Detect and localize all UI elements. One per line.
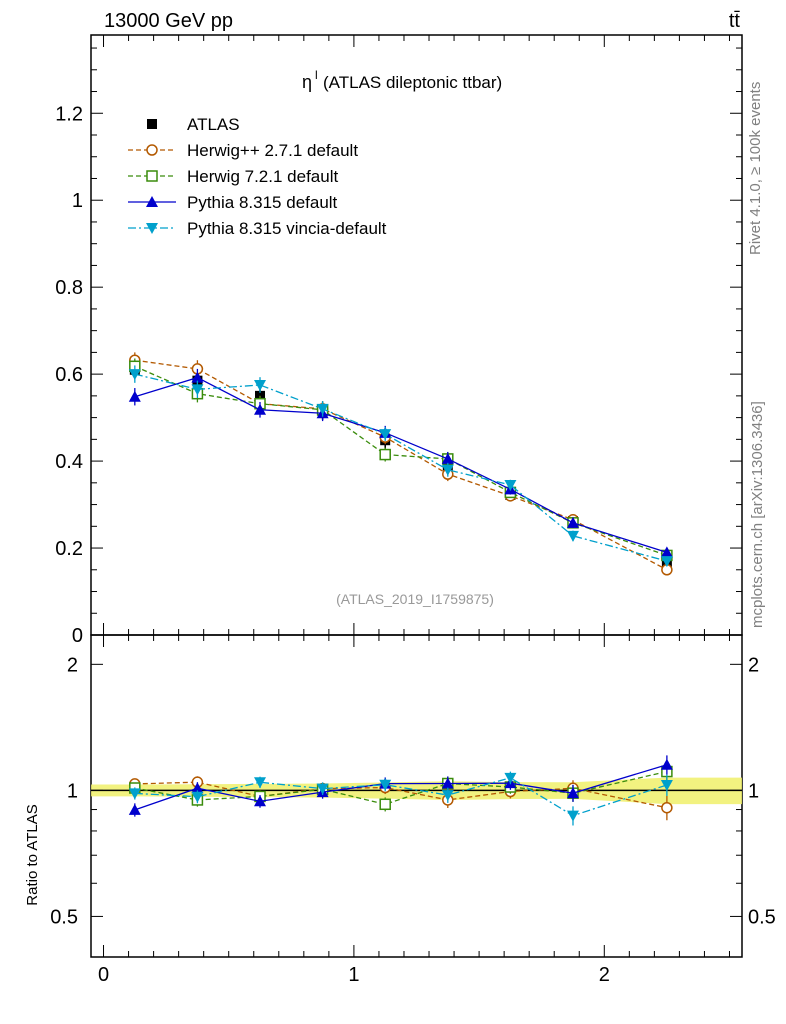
series-point [191, 384, 204, 396]
ratio-tick-label-left: 2 [67, 654, 78, 676]
x-tick-label: 2 [599, 964, 610, 986]
title-sup: l [315, 68, 318, 82]
y-tick-label: 0.4 [55, 451, 83, 473]
analysis-watermark: (ATLAS_2019_I1759875) [336, 591, 494, 607]
mcplots-label: mcplots.cern.ch [arXiv:1306.3436] [749, 401, 766, 628]
series-point [128, 390, 141, 402]
ratio-point [191, 791, 204, 803]
series-line [134, 373, 668, 562]
legend-marker [146, 196, 158, 207]
series-atlas [129, 361, 672, 569]
y-tick-label: 0.2 [55, 538, 83, 560]
legend-label: Herwig 7.2.1 default [187, 167, 338, 186]
ratio-series-3 [128, 771, 673, 826]
ratio-point [441, 790, 454, 802]
rivet-label: Rivet 4.1.0, ≥ 100k events [747, 82, 764, 255]
series-point [379, 429, 392, 441]
header-left: 13000 GeV pp [104, 10, 233, 32]
axes: 0 1 2 0 0.2 0.4 0.6 0.8 1 1.2 0.5 0.5 1 1 2 2 [50, 35, 776, 986]
x-tick-label: 0 [98, 964, 109, 986]
ratio-point [254, 777, 267, 789]
ratio-point [504, 772, 517, 784]
legend-label: Herwig++ 2.7.1 default [187, 141, 358, 160]
ratio-tick-label-left: 1 [67, 780, 78, 802]
series-point [566, 516, 579, 528]
legend-label: Pythia 8.315 vincia-default [187, 219, 387, 238]
series-point [441, 452, 454, 464]
series-3 [128, 365, 673, 568]
y-tick-label: 0 [72, 625, 83, 647]
title-main: η [302, 72, 312, 92]
ratio-point [379, 779, 392, 791]
ratio-point [566, 810, 579, 822]
y-tick-label: 1 [72, 190, 83, 212]
series-line [134, 359, 668, 571]
ratio-ylabel: Ratio to ATLAS [24, 804, 41, 905]
legend-label-atlas: ATLAS [187, 115, 240, 134]
series-2 [128, 368, 673, 558]
legend-marker-atlas [147, 119, 157, 129]
series-point [379, 448, 391, 461]
series-line [134, 365, 668, 557]
legend-marker [146, 170, 158, 182]
legend-marker [146, 223, 158, 234]
series-point [660, 546, 673, 558]
ratio-series-line [134, 770, 668, 805]
series-point [128, 369, 141, 381]
x-tick-label: 1 [348, 964, 359, 986]
ratio-point [316, 783, 329, 795]
series-point [316, 403, 329, 415]
ratio-point [660, 758, 673, 770]
series-0 [129, 352, 673, 576]
series-point [191, 371, 204, 383]
ratio-point [661, 801, 673, 814]
ratio-point [660, 779, 673, 791]
series-point [441, 464, 454, 476]
ratio-point [566, 787, 579, 799]
y-tick-label: 0.8 [55, 277, 83, 299]
series-line [134, 376, 668, 554]
series-1 [129, 358, 673, 562]
ratio-point [191, 782, 204, 794]
ratio-point [254, 795, 267, 807]
ratio-point [379, 798, 391, 811]
ratio-point [128, 803, 141, 815]
title-rest: (ATLAS dileptonic ttbar) [323, 73, 502, 92]
legend-marker [146, 144, 158, 156]
series-point [504, 480, 517, 491]
series-point [254, 380, 267, 391]
series-point [254, 403, 267, 415]
legend: ATLAS Herwig++ 2.7.1 default Herwig 7.2.1 … [128, 115, 387, 238]
y-tick-label: 1.2 [55, 103, 83, 125]
ratio-point [441, 777, 454, 789]
series-layer [128, 352, 673, 826]
ratio-tick-label-left: 0.5 [50, 906, 78, 928]
ratio-tick-label-right: 1 [748, 780, 759, 802]
ratio-tick-label-right: 2 [748, 654, 759, 676]
ratio-point [128, 788, 141, 800]
legend-label: Pythia 8.315 default [187, 193, 338, 212]
y-tick-label: 0.6 [55, 364, 83, 386]
ratio-tick-label-right: 0.5 [748, 906, 776, 928]
series-point [660, 556, 673, 568]
series-point [566, 530, 579, 542]
header-right: tt̄ [729, 10, 741, 32]
